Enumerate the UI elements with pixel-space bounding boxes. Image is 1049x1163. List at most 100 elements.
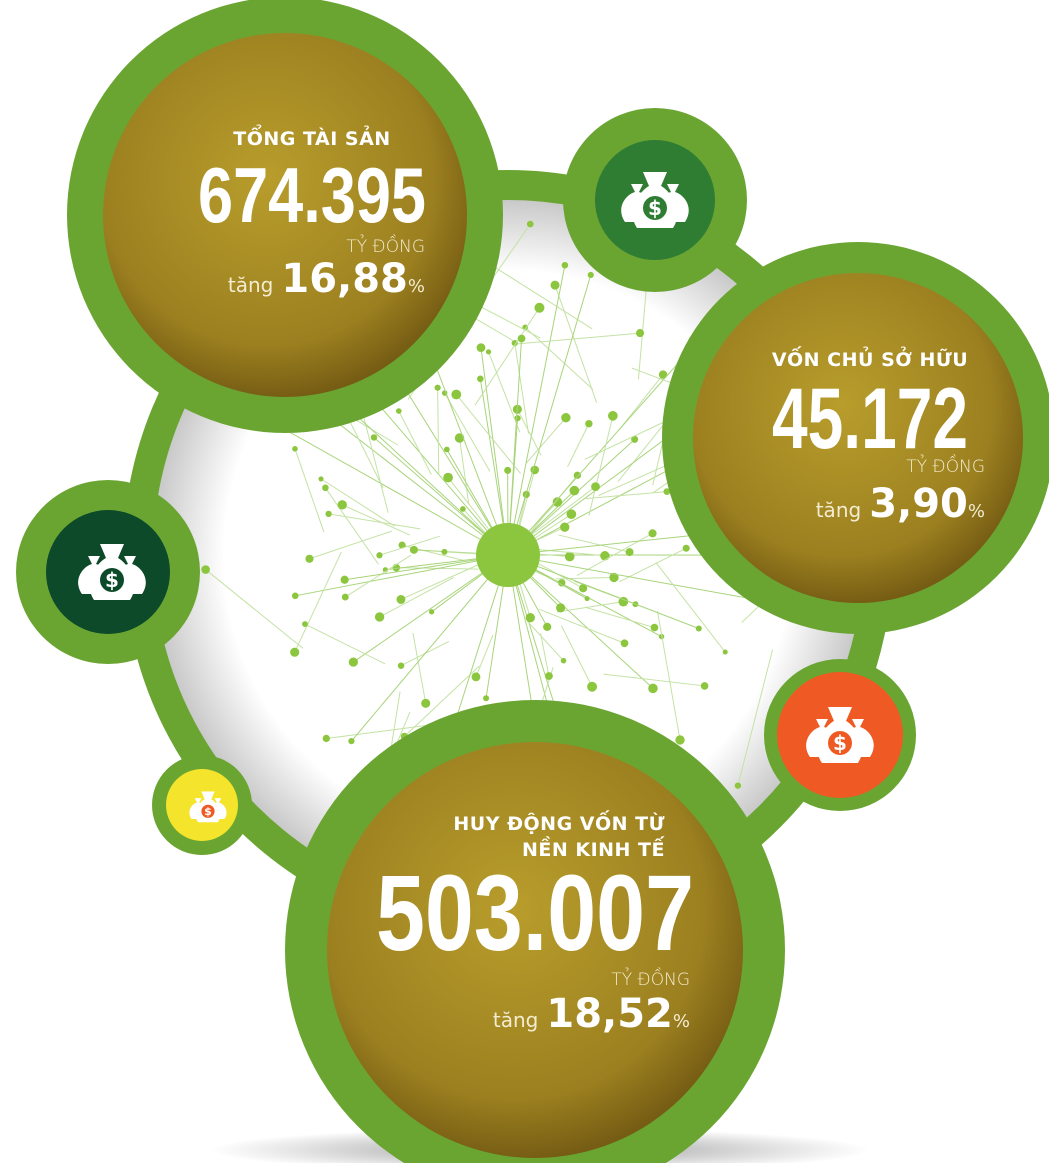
network-edge	[480, 347, 509, 556]
network-edge	[524, 326, 594, 390]
network-edge	[412, 632, 427, 704]
network-node	[397, 662, 405, 669]
stat-circle	[693, 273, 1023, 603]
network-edge	[507, 534, 701, 556]
change-unit: %	[968, 501, 985, 522]
network-node	[700, 682, 709, 690]
network-node	[348, 657, 358, 667]
network-node	[556, 603, 566, 613]
network-node	[318, 476, 324, 482]
network-node	[302, 621, 308, 628]
network-node	[569, 485, 580, 496]
network-edge	[424, 338, 509, 556]
network-node	[543, 622, 552, 631]
network-node	[561, 261, 569, 269]
network-node	[434, 384, 441, 391]
network-edge	[324, 487, 379, 565]
network-node	[443, 472, 453, 483]
network-edge	[475, 634, 494, 678]
network-edge	[554, 284, 598, 403]
network-node	[663, 488, 671, 495]
network-node	[291, 592, 299, 600]
stat-circle	[327, 742, 743, 1158]
stat-title: NỀN KINH TẾ	[522, 835, 665, 861]
network-node	[585, 420, 593, 428]
network-edge	[514, 343, 530, 434]
network-edge	[404, 665, 480, 737]
network-node	[395, 408, 402, 414]
network-edge	[437, 387, 440, 475]
network-node	[561, 412, 571, 423]
network-node	[587, 681, 598, 692]
network-edge	[391, 367, 509, 556]
network-node	[398, 541, 406, 549]
network-node	[620, 639, 629, 648]
network-node	[560, 522, 570, 532]
network-node	[477, 375, 484, 383]
network-node	[625, 548, 634, 557]
network-node	[201, 565, 210, 574]
network-node	[526, 220, 534, 228]
network-hub	[476, 523, 540, 587]
network-edge	[555, 576, 615, 580]
network-node	[483, 695, 490, 702]
change-label: tăng	[228, 273, 273, 297]
network-node	[650, 623, 659, 632]
network-node	[348, 738, 355, 745]
network-node	[525, 613, 535, 623]
network-node	[552, 497, 563, 507]
stat-value: 45.172	[772, 371, 968, 467]
network-edge	[455, 394, 521, 474]
stat-unit: TỶ ĐỒNG	[611, 966, 690, 990]
stat-title: VỐN CHỦ SỞ HỮU	[772, 345, 968, 371]
network-edge	[294, 448, 325, 533]
network-edge	[459, 437, 470, 505]
network-node	[429, 609, 435, 615]
network-edge	[474, 307, 540, 406]
stat-title: HUY ĐỘNG VỐN TỪ	[453, 809, 665, 835]
network-node	[292, 445, 298, 452]
network-edge	[588, 415, 614, 516]
network-node	[557, 579, 566, 587]
network-edge	[507, 554, 699, 629]
network-node	[471, 672, 481, 682]
network-node	[476, 343, 486, 352]
stat-change: tăng 16,88%	[228, 256, 425, 302]
network-edge	[526, 486, 596, 540]
network-node	[635, 329, 645, 338]
stat-unit: TỶ ĐỒNG	[346, 233, 425, 257]
stat-change: tăng 18,52%	[493, 991, 690, 1037]
network-node	[341, 593, 349, 601]
network-node	[591, 482, 600, 492]
network-node	[443, 446, 450, 453]
network-node	[290, 647, 300, 657]
network-edge	[655, 562, 726, 653]
network-node	[305, 554, 314, 563]
network-edge	[516, 409, 542, 456]
network-edge	[507, 274, 592, 556]
network-edge	[526, 620, 564, 662]
network-edge	[351, 554, 509, 742]
network-node	[564, 551, 575, 562]
stat-title: TỔNG TÀI SẢN	[233, 123, 390, 150]
network-node	[460, 506, 466, 512]
network-node	[648, 529, 657, 538]
network-node	[734, 782, 742, 789]
network-node	[441, 548, 448, 555]
network-node	[522, 324, 529, 331]
network-node	[534, 302, 545, 313]
network-node	[376, 552, 383, 559]
stat-value: 674.395	[198, 151, 426, 239]
network-edge	[585, 606, 655, 629]
network-node	[451, 389, 462, 400]
change-unit: %	[673, 1011, 690, 1032]
network-edge	[205, 569, 304, 649]
network-node	[609, 572, 619, 583]
network-node	[579, 584, 588, 593]
network-edge	[444, 392, 491, 472]
network-edge	[567, 423, 590, 467]
network-edge	[558, 534, 630, 553]
network-edge	[540, 633, 550, 677]
network-edge	[656, 610, 681, 741]
